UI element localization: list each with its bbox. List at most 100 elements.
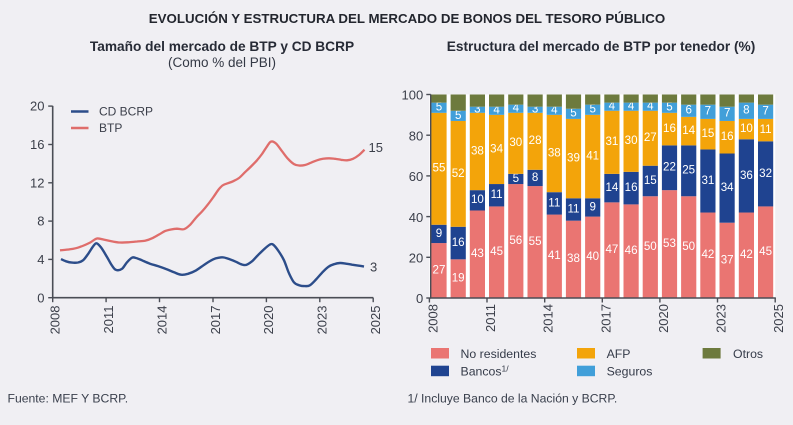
svg-text:6: 6 bbox=[685, 104, 691, 117]
svg-text:8: 8 bbox=[743, 104, 749, 117]
svg-text:31: 31 bbox=[605, 135, 618, 148]
svg-text:2017: 2017 bbox=[208, 306, 223, 335]
svg-text:2025: 2025 bbox=[368, 306, 383, 335]
svg-text:41: 41 bbox=[548, 249, 561, 262]
svg-text:47: 47 bbox=[605, 243, 618, 256]
svg-text:Estructura del mercado de BTP: Estructura del mercado de BTP por tenedo… bbox=[447, 39, 756, 54]
svg-text:11: 11 bbox=[491, 188, 503, 201]
svg-text:16: 16 bbox=[721, 130, 734, 143]
svg-text:10: 10 bbox=[471, 193, 484, 206]
svg-text:39: 39 bbox=[567, 152, 580, 165]
svg-text:20: 20 bbox=[409, 251, 423, 266]
svg-text:4: 4 bbox=[551, 104, 558, 117]
svg-text:30: 30 bbox=[509, 136, 522, 149]
svg-text:5: 5 bbox=[666, 101, 672, 114]
svg-text:11: 11 bbox=[567, 202, 579, 215]
svg-text:50: 50 bbox=[682, 240, 695, 253]
svg-text:100: 100 bbox=[401, 88, 423, 103]
svg-text:36: 36 bbox=[740, 169, 753, 182]
svg-text:4: 4 bbox=[513, 102, 520, 115]
svg-text:BTP: BTP bbox=[99, 121, 122, 135]
svg-text:2025: 2025 bbox=[771, 304, 786, 333]
svg-text:(Como % del PBI): (Como % del PBI) bbox=[168, 55, 276, 70]
svg-text:7: 7 bbox=[762, 105, 768, 118]
svg-text:5: 5 bbox=[589, 103, 595, 116]
svg-text:38: 38 bbox=[567, 252, 580, 265]
svg-text:2023: 2023 bbox=[714, 304, 729, 333]
svg-text:28: 28 bbox=[529, 134, 542, 147]
svg-text:40: 40 bbox=[586, 250, 599, 263]
svg-text:2017: 2017 bbox=[598, 304, 613, 333]
svg-text:27: 27 bbox=[433, 263, 446, 276]
svg-text:38: 38 bbox=[548, 146, 561, 159]
svg-text:22: 22 bbox=[663, 161, 676, 174]
svg-text:3: 3 bbox=[532, 103, 538, 116]
svg-text:5: 5 bbox=[455, 109, 461, 122]
svg-text:40: 40 bbox=[409, 210, 423, 225]
svg-text:53: 53 bbox=[663, 237, 676, 250]
svg-text:4: 4 bbox=[37, 252, 44, 267]
svg-text:45: 45 bbox=[490, 245, 503, 258]
svg-text:8: 8 bbox=[37, 214, 44, 229]
svg-text:34: 34 bbox=[721, 181, 734, 194]
svg-text:4: 4 bbox=[493, 104, 500, 117]
svg-text:3: 3 bbox=[474, 103, 480, 116]
svg-text:4: 4 bbox=[628, 100, 635, 113]
svg-text:12: 12 bbox=[30, 175, 44, 190]
svg-text:2011: 2011 bbox=[101, 306, 116, 334]
svg-text:16: 16 bbox=[625, 181, 638, 194]
svg-text:Bancos1/: Bancos1/ bbox=[461, 364, 510, 379]
svg-text:No residentes: No residentes bbox=[461, 347, 537, 361]
svg-text:15: 15 bbox=[644, 174, 657, 187]
svg-text:11: 11 bbox=[760, 123, 772, 136]
svg-text:2020: 2020 bbox=[261, 306, 276, 335]
svg-text:30: 30 bbox=[625, 134, 638, 147]
svg-text:0: 0 bbox=[37, 290, 44, 305]
svg-text:46: 46 bbox=[625, 244, 638, 257]
svg-text:42: 42 bbox=[701, 248, 714, 261]
svg-text:Tamaño del mercado de BTP y CD: Tamaño del mercado de BTP y CD BCRP bbox=[90, 39, 354, 54]
svg-text:55: 55 bbox=[529, 235, 542, 248]
svg-text:34: 34 bbox=[490, 142, 503, 155]
svg-text:Otros: Otros bbox=[733, 347, 763, 361]
svg-text:31: 31 bbox=[701, 174, 714, 187]
svg-text:38: 38 bbox=[471, 144, 484, 157]
svg-text:16: 16 bbox=[30, 137, 44, 152]
svg-text:5: 5 bbox=[436, 101, 442, 114]
svg-text:5: 5 bbox=[513, 172, 519, 185]
svg-text:19: 19 bbox=[452, 272, 465, 285]
svg-text:14: 14 bbox=[682, 124, 695, 137]
svg-text:Fuente: MEF Y BCRP.: Fuente: MEF Y BCRP. bbox=[8, 392, 129, 406]
svg-text:0: 0 bbox=[416, 291, 423, 306]
svg-text:27: 27 bbox=[644, 131, 657, 144]
svg-text:9: 9 bbox=[436, 227, 442, 240]
svg-text:16: 16 bbox=[663, 122, 676, 135]
svg-text:2011: 2011 bbox=[483, 304, 498, 332]
svg-text:2023: 2023 bbox=[315, 306, 330, 335]
svg-text:10: 10 bbox=[740, 122, 753, 135]
svg-text:56: 56 bbox=[509, 234, 522, 247]
svg-text:2014: 2014 bbox=[154, 306, 169, 335]
svg-text:15: 15 bbox=[369, 140, 383, 155]
svg-text:9: 9 bbox=[589, 200, 595, 213]
svg-text:37: 37 bbox=[721, 253, 734, 266]
svg-text:52: 52 bbox=[452, 167, 465, 180]
svg-text:2008: 2008 bbox=[48, 306, 63, 335]
svg-text:11: 11 bbox=[548, 196, 560, 209]
svg-text:50: 50 bbox=[644, 240, 657, 253]
svg-text:CD BCRP: CD BCRP bbox=[99, 105, 153, 119]
svg-text:2020: 2020 bbox=[656, 304, 671, 333]
svg-text:4: 4 bbox=[609, 100, 616, 113]
svg-text:41: 41 bbox=[586, 150, 599, 163]
svg-text:25: 25 bbox=[682, 164, 695, 177]
svg-text:4: 4 bbox=[647, 100, 654, 113]
svg-text:14: 14 bbox=[605, 181, 618, 194]
svg-text:32: 32 bbox=[759, 167, 772, 180]
svg-text:15: 15 bbox=[701, 127, 714, 140]
svg-text:60: 60 bbox=[409, 169, 423, 184]
svg-text:EVOLUCIÓN Y ESTRUCTURA DEL MER: EVOLUCIÓN Y ESTRUCTURA DEL MERCADO DE BO… bbox=[149, 11, 665, 26]
svg-text:1/ Incluye Banco de la Nación: 1/ Incluye Banco de la Nación y BCRP. bbox=[408, 392, 618, 406]
svg-text:80: 80 bbox=[409, 128, 423, 143]
svg-text:16: 16 bbox=[452, 236, 465, 249]
svg-text:3: 3 bbox=[370, 260, 377, 275]
